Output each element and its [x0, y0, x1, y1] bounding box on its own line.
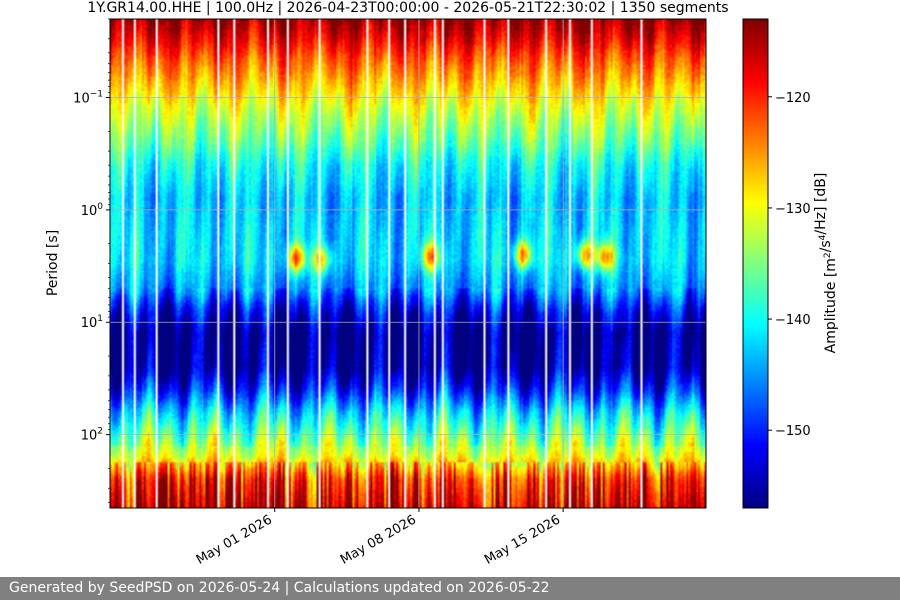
colorbar-label: Amplitude [m2/s4/Hz] [dB]	[813, 173, 839, 354]
spectrogram-image	[110, 19, 706, 508]
y-tick-label: 101	[81, 314, 103, 331]
y-tick-label: 100	[81, 202, 104, 219]
y-tick-label: 102	[81, 427, 103, 444]
footer-bar: Generated by SeedPSD on 2026-05-24 | Cal…	[0, 577, 900, 600]
x-axis: May 01 2026 May 08 2026 May 15 2026	[194, 508, 564, 568]
colorbar-frame	[742, 18, 769, 509]
colorbar-tick-label: −140	[775, 313, 811, 328]
x-tick-label: May 01 2026	[194, 512, 275, 567]
colorbar-tick-label: −150	[775, 424, 811, 439]
y-axis-label: Period [s]	[45, 230, 61, 296]
x-tick-label: May 08 2026	[338, 512, 419, 567]
grid-lines	[110, 19, 706, 508]
colorbar: −120 −130 −140 −150 Amplitude [m2/s4/Hz] [d…	[742, 18, 839, 509]
x-tick-label: May 15 2026	[482, 512, 563, 567]
y-axis: 10−1 100 101 102	[73, 18, 110, 503]
colorbar-gradient	[743, 19, 768, 508]
colorbar-tick-label: −130	[775, 202, 811, 217]
colorbar-tick-label: −120	[775, 91, 811, 106]
chart-title: 1Y.GR14.00.HHE | 100.0Hz | 2026-04-23T00…	[87, 0, 728, 16]
colorbar-ticks: −120 −130 −140 −150	[768, 91, 811, 439]
spectrogram-area	[109, 18, 707, 509]
y-tick-label: 10−1	[73, 90, 103, 107]
